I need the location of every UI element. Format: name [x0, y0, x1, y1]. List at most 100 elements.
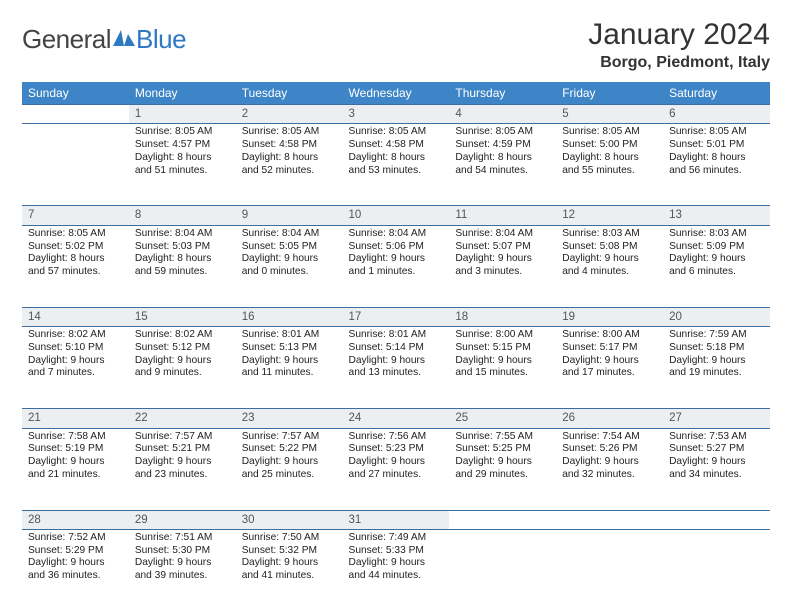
day-cell: Sunrise: 8:01 AMSunset: 5:14 PMDaylight:… [343, 327, 450, 409]
weekday-header: Sunday [22, 82, 129, 105]
day-cell: Sunrise: 7:55 AMSunset: 5:25 PMDaylight:… [449, 428, 556, 510]
title-block: January 2024 Borgo, Piedmont, Italy [588, 18, 770, 72]
day-cell: Sunrise: 8:00 AMSunset: 5:17 PMDaylight:… [556, 327, 663, 409]
day-content: Sunrise: 7:57 AMSunset: 5:22 PMDaylight:… [236, 429, 343, 486]
day-number-cell: 15 [129, 307, 236, 326]
day-number-row: 14151617181920 [22, 307, 770, 326]
day-cell: Sunrise: 7:51 AMSunset: 5:30 PMDaylight:… [129, 529, 236, 611]
day-cell: Sunrise: 8:05 AMSunset: 5:02 PMDaylight:… [22, 225, 129, 307]
day-content: Sunrise: 8:00 AMSunset: 5:15 PMDaylight:… [449, 327, 556, 384]
day-cell: Sunrise: 8:04 AMSunset: 5:06 PMDaylight:… [343, 225, 450, 307]
brand-logo: General Blue [22, 24, 186, 55]
day-cell: Sunrise: 8:00 AMSunset: 5:15 PMDaylight:… [449, 327, 556, 409]
day-cell [663, 529, 770, 611]
logo-mark-icon [113, 28, 135, 51]
weekday-header-row: SundayMondayTuesdayWednesdayThursdayFrid… [22, 82, 770, 105]
day-content: Sunrise: 8:05 AMSunset: 4:57 PMDaylight:… [129, 124, 236, 181]
day-cell: Sunrise: 7:54 AMSunset: 5:26 PMDaylight:… [556, 428, 663, 510]
day-content: Sunrise: 7:58 AMSunset: 5:19 PMDaylight:… [22, 429, 129, 486]
day-number-cell: 26 [556, 409, 663, 428]
day-cell: Sunrise: 8:05 AMSunset: 4:58 PMDaylight:… [343, 124, 450, 206]
day-number-cell: 2 [236, 105, 343, 124]
day-content: Sunrise: 8:02 AMSunset: 5:12 PMDaylight:… [129, 327, 236, 384]
day-cell: Sunrise: 7:58 AMSunset: 5:19 PMDaylight:… [22, 428, 129, 510]
weekday-header: Wednesday [343, 82, 450, 105]
day-cell: Sunrise: 7:59 AMSunset: 5:18 PMDaylight:… [663, 327, 770, 409]
day-number-cell: 12 [556, 206, 663, 225]
day-number-cell: 20 [663, 307, 770, 326]
day-cell: Sunrise: 8:03 AMSunset: 5:09 PMDaylight:… [663, 225, 770, 307]
day-cell: Sunrise: 7:57 AMSunset: 5:21 PMDaylight:… [129, 428, 236, 510]
day-cell: Sunrise: 8:01 AMSunset: 5:13 PMDaylight:… [236, 327, 343, 409]
day-number-cell: 30 [236, 510, 343, 529]
day-number-cell: 3 [343, 105, 450, 124]
day-content: Sunrise: 8:03 AMSunset: 5:09 PMDaylight:… [663, 226, 770, 283]
weekday-header: Friday [556, 82, 663, 105]
day-content: Sunrise: 8:01 AMSunset: 5:14 PMDaylight:… [343, 327, 450, 384]
day-content: Sunrise: 7:49 AMSunset: 5:33 PMDaylight:… [343, 530, 450, 587]
day-number-cell: 9 [236, 206, 343, 225]
day-cell: Sunrise: 8:05 AMSunset: 4:57 PMDaylight:… [129, 124, 236, 206]
day-number-cell: 8 [129, 206, 236, 225]
day-content: Sunrise: 8:02 AMSunset: 5:10 PMDaylight:… [22, 327, 129, 384]
day-content: Sunrise: 7:54 AMSunset: 5:26 PMDaylight:… [556, 429, 663, 486]
day-content: Sunrise: 8:05 AMSunset: 5:01 PMDaylight:… [663, 124, 770, 181]
day-content: Sunrise: 8:04 AMSunset: 5:06 PMDaylight:… [343, 226, 450, 283]
week-row: Sunrise: 8:02 AMSunset: 5:10 PMDaylight:… [22, 327, 770, 409]
day-number-cell: 7 [22, 206, 129, 225]
day-content: Sunrise: 7:57 AMSunset: 5:21 PMDaylight:… [129, 429, 236, 486]
day-number-cell: 25 [449, 409, 556, 428]
day-number-cell: 29 [129, 510, 236, 529]
day-cell: Sunrise: 8:05 AMSunset: 4:58 PMDaylight:… [236, 124, 343, 206]
day-cell: Sunrise: 7:53 AMSunset: 5:27 PMDaylight:… [663, 428, 770, 510]
weekday-header: Saturday [663, 82, 770, 105]
weekday-header: Monday [129, 82, 236, 105]
week-row: Sunrise: 7:52 AMSunset: 5:29 PMDaylight:… [22, 529, 770, 611]
day-cell: Sunrise: 8:05 AMSunset: 5:00 PMDaylight:… [556, 124, 663, 206]
day-content: Sunrise: 8:05 AMSunset: 4:59 PMDaylight:… [449, 124, 556, 181]
day-number-cell: 31 [343, 510, 450, 529]
day-number-cell: 23 [236, 409, 343, 428]
day-number-cell [449, 510, 556, 529]
day-cell: Sunrise: 8:04 AMSunset: 5:05 PMDaylight:… [236, 225, 343, 307]
day-cell: Sunrise: 7:52 AMSunset: 5:29 PMDaylight:… [22, 529, 129, 611]
day-cell: Sunrise: 8:04 AMSunset: 5:03 PMDaylight:… [129, 225, 236, 307]
day-cell: Sunrise: 7:56 AMSunset: 5:23 PMDaylight:… [343, 428, 450, 510]
day-number-cell: 18 [449, 307, 556, 326]
day-cell: Sunrise: 7:50 AMSunset: 5:32 PMDaylight:… [236, 529, 343, 611]
day-number-cell: 21 [22, 409, 129, 428]
day-number-cell: 5 [556, 105, 663, 124]
day-number-cell: 4 [449, 105, 556, 124]
calendar-head: SundayMondayTuesdayWednesdayThursdayFrid… [22, 82, 770, 105]
day-content: Sunrise: 8:04 AMSunset: 5:07 PMDaylight:… [449, 226, 556, 283]
day-content: Sunrise: 8:05 AMSunset: 4:58 PMDaylight:… [343, 124, 450, 181]
day-number-cell: 13 [663, 206, 770, 225]
day-number-cell: 11 [449, 206, 556, 225]
month-title: January 2024 [588, 18, 770, 52]
day-number-cell: 27 [663, 409, 770, 428]
day-number-cell: 17 [343, 307, 450, 326]
day-content: Sunrise: 8:03 AMSunset: 5:08 PMDaylight:… [556, 226, 663, 283]
day-content: Sunrise: 8:04 AMSunset: 5:03 PMDaylight:… [129, 226, 236, 283]
day-content: Sunrise: 8:05 AMSunset: 4:58 PMDaylight:… [236, 124, 343, 181]
page-header: General Blue January 2024 Borgo, Piedmon… [22, 18, 770, 72]
week-row: Sunrise: 8:05 AMSunset: 5:02 PMDaylight:… [22, 225, 770, 307]
day-content: Sunrise: 7:52 AMSunset: 5:29 PMDaylight:… [22, 530, 129, 587]
logo-word-general: General [22, 24, 111, 55]
calendar-body: 123456Sunrise: 8:05 AMSunset: 4:57 PMDay… [22, 105, 770, 612]
day-number-cell: 16 [236, 307, 343, 326]
day-number-cell: 14 [22, 307, 129, 326]
day-cell: Sunrise: 8:05 AMSunset: 5:01 PMDaylight:… [663, 124, 770, 206]
day-cell: Sunrise: 8:02 AMSunset: 5:12 PMDaylight:… [129, 327, 236, 409]
day-content: Sunrise: 7:51 AMSunset: 5:30 PMDaylight:… [129, 530, 236, 587]
week-row: Sunrise: 7:58 AMSunset: 5:19 PMDaylight:… [22, 428, 770, 510]
day-number-cell: 22 [129, 409, 236, 428]
day-number-row: 21222324252627 [22, 409, 770, 428]
day-content: Sunrise: 7:56 AMSunset: 5:23 PMDaylight:… [343, 429, 450, 486]
day-content: Sunrise: 8:01 AMSunset: 5:13 PMDaylight:… [236, 327, 343, 384]
day-number-cell: 28 [22, 510, 129, 529]
day-content: Sunrise: 8:05 AMSunset: 5:00 PMDaylight:… [556, 124, 663, 181]
day-number-cell: 19 [556, 307, 663, 326]
day-content: Sunrise: 7:59 AMSunset: 5:18 PMDaylight:… [663, 327, 770, 384]
day-content: Sunrise: 8:00 AMSunset: 5:17 PMDaylight:… [556, 327, 663, 384]
